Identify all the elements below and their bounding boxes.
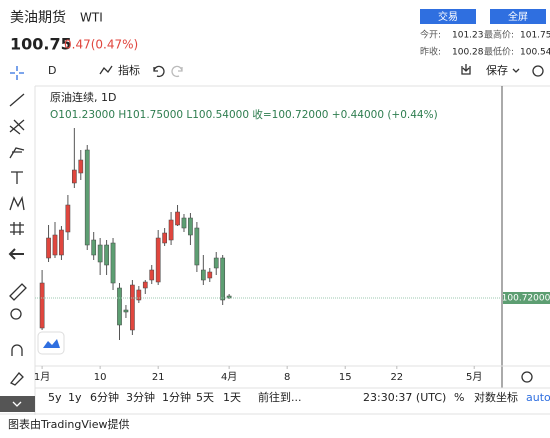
candle-body — [142, 281, 148, 289]
range-button[interactable]: 6分钟 — [90, 390, 119, 404]
candle-body — [117, 287, 122, 326]
percent[interactable]: % — [454, 391, 464, 404]
time: 23:30:37 (UTC) — [363, 391, 446, 404]
lock-tool[interactable] — [9, 372, 24, 386]
x-tick-label: 5月 — [466, 371, 482, 383]
collapse[interactable] — [0, 396, 35, 412]
candle-body — [71, 169, 77, 184]
x-tick-label: 4月 — [221, 371, 237, 383]
pattern-tool[interactable] — [9, 195, 25, 211]
tv-logo-icon[interactable] — [43, 339, 60, 348]
stat-value: 100.28 — [452, 48, 484, 58]
legend-symbol: 原油连续, 1D — [50, 90, 116, 104]
save-icon[interactable] — [461, 64, 471, 75]
symbol-code: WTI — [80, 11, 103, 25]
candle-body — [162, 232, 167, 244]
prediction-tool[interactable] — [10, 222, 24, 235]
trade-label[interactable]: 交易 — [438, 10, 458, 23]
stat-label: 最低价: — [484, 46, 514, 58]
stat-value: 101.75 — [520, 31, 550, 41]
candle-body — [194, 227, 200, 266]
x-tick-label: 8 — [284, 372, 290, 383]
fib-tool[interactable] — [9, 119, 25, 135]
line-tool[interactable] — [9, 93, 25, 107]
footer: 图表由TradingView提供 — [8, 417, 129, 431]
stat-value: 100.54 — [520, 48, 550, 58]
candle-body — [65, 204, 71, 233]
range-button[interactable]: 1分钟 — [162, 390, 191, 404]
left-tools — [0, 66, 35, 412]
save-menu[interactable] — [512, 68, 520, 73]
last-price-label: 100.72000 — [502, 294, 550, 304]
candle-body — [207, 271, 213, 279]
indicators[interactable]: 指标 — [118, 63, 140, 77]
candle-body — [155, 237, 161, 283]
candle-body — [213, 257, 219, 269]
back-tool[interactable] — [8, 248, 24, 260]
candle-body — [59, 229, 64, 256]
text-tool[interactable] — [11, 171, 23, 184]
trade-button[interactable] — [420, 9, 476, 24]
candle-body — [200, 269, 206, 281]
candle-body — [175, 211, 180, 226]
x-tick-label: 10 — [94, 372, 107, 383]
candle-body — [130, 284, 135, 331]
candle-body — [123, 309, 129, 313]
candle-body — [168, 219, 174, 241]
brush-tool[interactable] — [9, 147, 25, 159]
candle-body — [181, 217, 187, 229]
collapse-icon[interactable] — [12, 401, 22, 407]
change: 0.47(0.47%) — [64, 38, 138, 52]
zoom-tool[interactable] — [10, 308, 22, 320]
candle-body — [84, 149, 90, 246]
auto-scale[interactable]: auto — [526, 391, 550, 404]
legend-ohlc: O101.23000 H101.75000 L100.54000 收=100.7… — [50, 108, 438, 121]
range-button[interactable]: 3分钟 — [126, 390, 155, 404]
x-tick-label: 15 — [339, 372, 352, 383]
magnet-tool[interactable] — [11, 344, 23, 356]
log-scale[interactable]: 对数坐标 — [474, 390, 518, 404]
range-button[interactable]: 1y — [68, 391, 82, 404]
fullscreen-button[interactable] — [490, 9, 546, 24]
candle-body — [78, 159, 84, 174]
candle-body — [110, 242, 116, 284]
price: 100.75 — [10, 35, 72, 54]
last-price-box — [503, 292, 550, 304]
settings[interactable] — [532, 65, 544, 77]
candle-body — [46, 237, 51, 259]
interval[interactable]: D — [48, 64, 56, 77]
tv-logo[interactable] — [37, 331, 65, 355]
symbol-name: 美油期货 — [10, 9, 66, 26]
crosshair-tool[interactable] — [10, 66, 24, 80]
stat-value: 101.23 — [452, 31, 484, 41]
candle-body — [188, 217, 193, 236]
candle-body — [52, 234, 58, 256]
axis-settings[interactable] — [521, 371, 533, 383]
x-tick-label: 22 — [390, 372, 403, 383]
undo[interactable] — [153, 65, 165, 78]
stat-label: 最高价: — [484, 29, 514, 41]
ruler-tool[interactable] — [9, 283, 27, 301]
candle-body — [136, 289, 142, 301]
x-tick-label: 21 — [152, 372, 165, 383]
candle-body — [149, 269, 155, 281]
indicator-icon[interactable] — [99, 65, 113, 75]
candle-body — [220, 257, 226, 301]
candle-body — [91, 239, 97, 256]
range-button[interactable]: 1天 — [223, 391, 241, 404]
candle-body — [104, 244, 109, 266]
goto[interactable]: 前往到... — [258, 390, 302, 404]
fullscreen-label[interactable]: 全屏 — [508, 10, 528, 23]
save[interactable]: 保存 — [486, 63, 508, 77]
range-button[interactable]: 5y — [48, 391, 62, 404]
candle-body — [97, 244, 103, 263]
redo[interactable] — [171, 65, 183, 78]
x-tick-label: 1月 — [34, 371, 50, 383]
candle-body — [39, 282, 45, 329]
stat-label: 今开: — [420, 29, 441, 41]
range-button[interactable]: 5天 — [196, 391, 214, 404]
stat-label: 昨收: — [420, 46, 441, 58]
